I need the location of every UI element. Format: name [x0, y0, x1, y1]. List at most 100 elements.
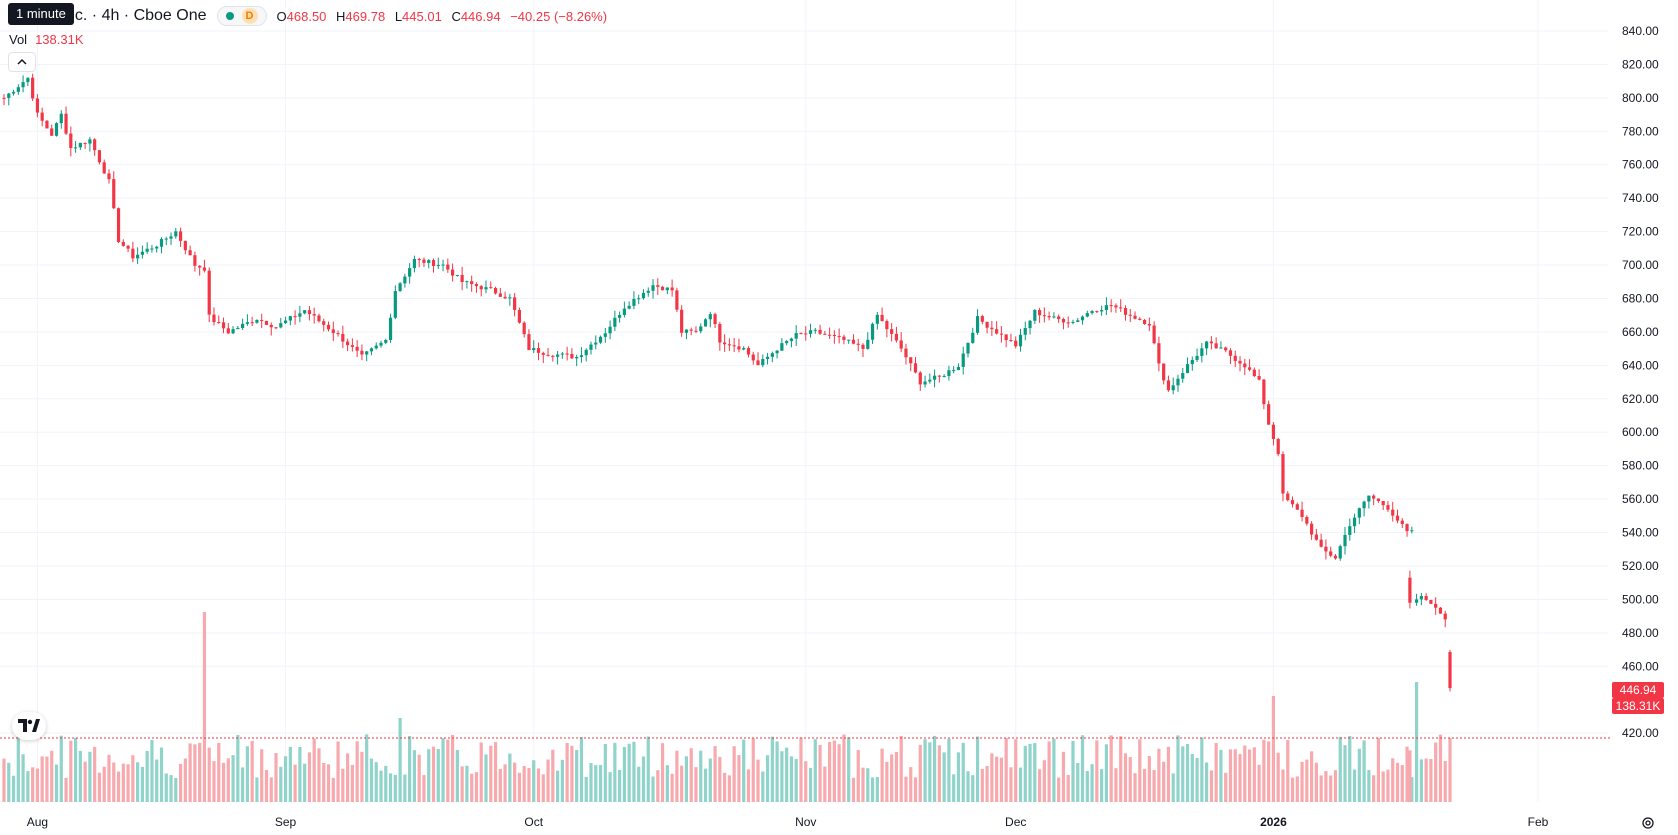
candle-body: [21, 82, 25, 88]
candle-body: [1061, 319, 1066, 323]
volume-bar: [393, 774, 397, 802]
volume-bar: [1138, 739, 1142, 802]
volume-bar: [374, 762, 378, 802]
candle-body: [799, 333, 803, 335]
volume-bar: [441, 738, 445, 802]
volume-bar: [1233, 749, 1237, 802]
volume-bar: [723, 772, 727, 802]
volume-bar: [703, 768, 708, 802]
volume-bar: [894, 751, 899, 802]
candle-body: [503, 296, 507, 299]
volume-bar: [136, 762, 140, 802]
candle-body: [1095, 311, 1099, 313]
volume-bar: [975, 736, 980, 802]
candle-body: [336, 333, 340, 335]
volume-bar: [264, 769, 269, 802]
volume-bar: [1014, 739, 1018, 802]
candle-body: [1262, 379, 1266, 405]
candle-body: [513, 297, 517, 310]
volume-legend[interactable]: Vol 138.31K: [9, 32, 84, 47]
candle-body: [1128, 314, 1132, 316]
volume-bar: [221, 762, 226, 802]
volume-bar: [1333, 770, 1338, 802]
volume-bar: [1276, 752, 1280, 802]
candle-body: [269, 324, 273, 328]
volume-bar: [842, 734, 846, 802]
volume-bar: [326, 764, 331, 802]
volume-bar: [112, 762, 116, 802]
volume-bar: [288, 746, 292, 802]
candle-body: [112, 179, 116, 209]
volume-bar: [732, 746, 736, 802]
candle-body: [455, 274, 459, 276]
candle-body: [474, 284, 479, 287]
candle-body: [1333, 555, 1338, 559]
volume-bar: [1362, 740, 1366, 802]
volume-bar: [398, 718, 402, 802]
price-axis[interactable]: 840.00 820.00 800.00 780.00 760.00 740.00 720.…: [1622, 24, 1659, 740]
market-status-pill[interactable]: D: [216, 6, 267, 26]
volume-bar: [64, 777, 68, 802]
volume-bar: [198, 742, 202, 802]
volume-bar: [823, 766, 827, 802]
volume-bar: [885, 761, 889, 802]
volume-bar: [942, 752, 946, 802]
collapse-legend-button[interactable]: [8, 52, 36, 72]
candle-body: [1166, 380, 1171, 391]
volume-bar: [474, 772, 479, 802]
price-tick-label: 840.00: [1622, 24, 1659, 38]
time-axis[interactable]: Aug Sep Oct Nov Dec 2026 Feb: [27, 815, 1549, 829]
settings-gear-icon[interactable]: [1640, 815, 1656, 831]
candle-body: [937, 375, 941, 377]
volume-bar: [121, 763, 125, 802]
candle-body: [618, 315, 622, 318]
volume-bar: [88, 751, 92, 802]
volume-bar: [1109, 735, 1113, 802]
candle-body: [398, 283, 402, 292]
candle-body: [737, 346, 741, 350]
volume-bar: [1152, 770, 1156, 802]
candle-body: [365, 351, 369, 355]
candle-body: [1214, 343, 1218, 349]
volume-bar: [1271, 696, 1276, 802]
candle-body: [307, 310, 312, 315]
volume-bar: [952, 774, 956, 802]
tradingview-logo-icon[interactable]: [12, 712, 46, 740]
candle-body: [1190, 359, 1194, 365]
volume-bar: [1290, 777, 1295, 802]
volume-bar: [1085, 771, 1089, 802]
volume-bar: [837, 744, 841, 802]
close-value: 446.94: [460, 8, 501, 24]
volume-bar: [947, 738, 951, 802]
candle-body: [11, 91, 16, 94]
volume-bar: [522, 766, 526, 802]
candle-body: [622, 308, 626, 316]
price-tick-label: 780.00: [1622, 124, 1659, 138]
volume-bar: [93, 746, 97, 802]
volume-bar: [1142, 768, 1147, 802]
volume-bar: [16, 734, 20, 802]
volume-bar: [107, 754, 111, 802]
candle-body: [770, 353, 774, 357]
candle-body: [1381, 501, 1385, 506]
volume-bar: [188, 743, 192, 802]
volume-bar: [384, 765, 388, 802]
volume-bar: [851, 777, 856, 802]
candle-body: [1338, 546, 1342, 559]
volume-bar: [1257, 764, 1261, 802]
candle-body: [202, 267, 207, 271]
volume-bar: [489, 745, 493, 802]
price-tick-label: 520.00: [1622, 559, 1659, 573]
volume-bar: [1023, 745, 1027, 802]
candle-body: [107, 173, 111, 180]
symbol-legend[interactable]: nc. · 4h · Cboe One D O468.50 H469.78 L4…: [66, 6, 607, 26]
candle-body: [217, 322, 221, 324]
volume-bar: [355, 741, 359, 802]
symbol-title[interactable]: nc. · 4h · Cboe One: [66, 7, 207, 24]
candle-body: [1238, 360, 1242, 364]
volume-bar: [1381, 771, 1385, 802]
candle-body: [589, 344, 593, 350]
volume-bar: [751, 738, 755, 802]
candle-body: [1057, 316, 1061, 320]
